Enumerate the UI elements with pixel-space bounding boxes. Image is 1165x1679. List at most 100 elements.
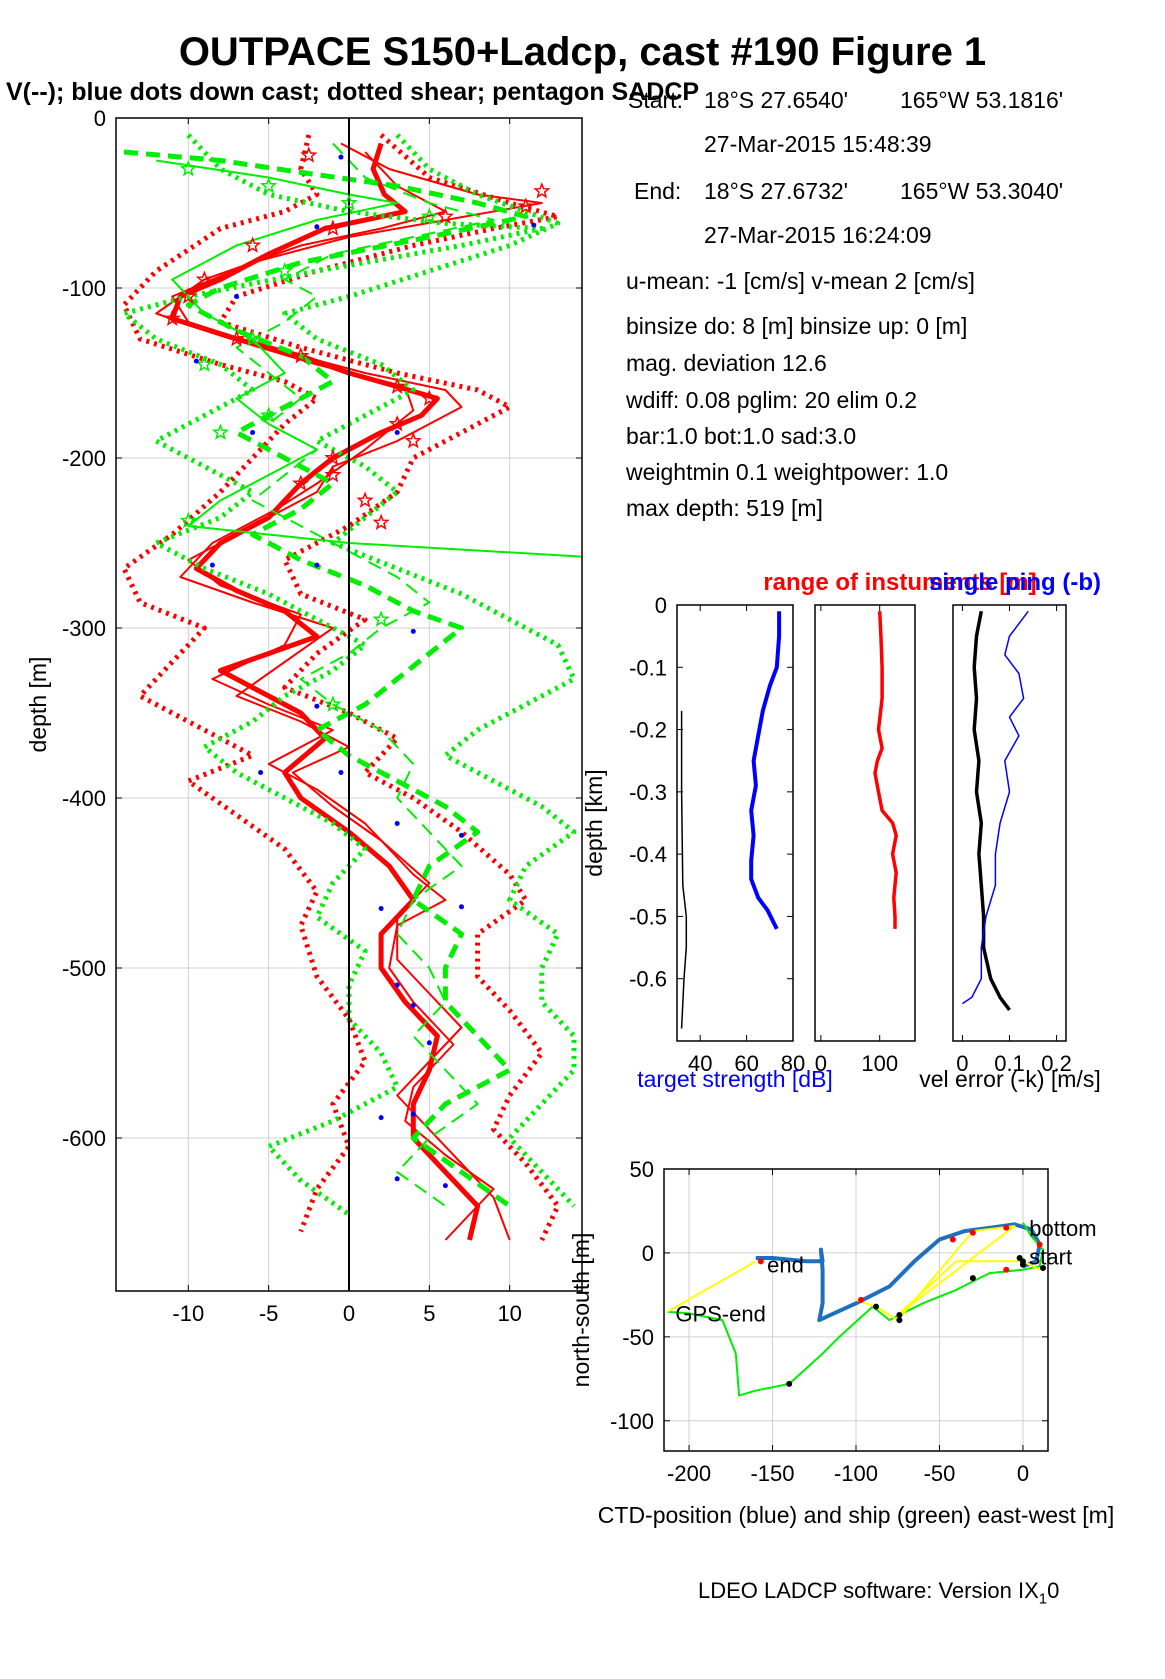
- velocity-profile-series-9: [235, 142, 495, 1207]
- x-tick-label: 0: [815, 1051, 827, 1076]
- sadcp-star-marker: [243, 236, 262, 253]
- track-red-dot: [1003, 1224, 1010, 1231]
- velocity-profile-panel: [115, 117, 583, 1292]
- ship-track-series-0: [755, 1222, 1042, 1323]
- ship-track-panel: [663, 1168, 1049, 1452]
- y-tick-label: -0.6: [629, 967, 667, 992]
- start-lat: 18°S 27.6540': [704, 87, 849, 113]
- ship-track-series-3: [855, 1225, 1041, 1322]
- green-star-marker: [324, 695, 342, 712]
- y-tick-label: -400: [62, 786, 106, 811]
- downcast-dot: [209, 562, 215, 568]
- sadcp-star-marker: [388, 377, 406, 395]
- green-star-marker: [276, 261, 294, 279]
- green-star-marker: [179, 511, 198, 529]
- downcast-dot: [410, 628, 416, 634]
- x-tick-label: 80: [781, 1051, 805, 1076]
- track-red-dot: [949, 1236, 956, 1243]
- y-tick-label: -0.5: [629, 904, 667, 929]
- y-tick-label: -0.1: [629, 655, 667, 680]
- green-star-marker: [259, 406, 278, 423]
- sadcp-star-marker: [420, 389, 439, 406]
- downcast-dot: [314, 224, 320, 230]
- ship-track-series-1: [667, 1222, 1044, 1397]
- ship-track-series-group: [666, 1222, 1046, 1397]
- downcast-dot: [378, 1115, 384, 1121]
- sadcp-star-marker: [436, 207, 455, 225]
- y-tick-label: -600: [62, 1126, 106, 1151]
- velocity-profile-series-8: [156, 159, 582, 558]
- single-ping-panel: [952, 604, 1067, 1042]
- magdev-text: mag. deviation 12.6: [626, 350, 827, 376]
- green-star-marker: [420, 207, 439, 225]
- footer-tail: 0: [1047, 1578, 1060, 1603]
- downcast-dot: [394, 821, 400, 826]
- green-star-marker: [211, 423, 230, 440]
- track-black-dot: [896, 1317, 903, 1324]
- y-axis-label: depth [km]: [581, 769, 607, 876]
- y-tick-label: 50: [630, 1157, 654, 1182]
- y-tick-label: -0.3: [629, 780, 667, 805]
- wdiff-text: wdiff: 0.08 pglim: 20 elim 0.2: [626, 387, 918, 413]
- velocity-profile-series-0: [169, 142, 481, 1241]
- x-tick-label: -200: [667, 1461, 711, 1486]
- end-label: End:: [634, 178, 682, 204]
- target-strength-series-0: [749, 611, 782, 930]
- single-ping-panel-title: single ping (-b): [929, 569, 1101, 596]
- y-tick-label: -0.2: [629, 718, 667, 743]
- track-black-dot: [786, 1380, 793, 1387]
- sadcp-star-marker: [324, 448, 342, 466]
- single-ping-series-1: [961, 610, 1029, 1005]
- sadcp-star-marker: [324, 465, 342, 483]
- y-tick-label: 0: [655, 593, 667, 618]
- x-axis-label: vel error (-k) [m/s]: [919, 1066, 1100, 1092]
- green-star-marker: [195, 355, 214, 372]
- target-strength-frame: [676, 604, 794, 1042]
- green-star-marker: [372, 610, 390, 627]
- x-tick-label: 100: [861, 1051, 898, 1076]
- range-panel-title: range of instuments [m]: [763, 569, 1036, 596]
- range-of-instruments-frame: [814, 604, 916, 1042]
- track-label: end: [767, 1253, 804, 1278]
- downcast-dot: [234, 294, 240, 299]
- sadcp-star-marker: [356, 491, 374, 508]
- sadcp-star-marker: [292, 346, 310, 364]
- track-red-dot: [969, 1229, 976, 1236]
- x-tick-label: 0.1: [994, 1051, 1025, 1076]
- sadcp-star-marker: [195, 270, 214, 287]
- target-strength-series-group: [680, 611, 782, 1029]
- downcast-dot: [458, 832, 464, 838]
- downcast-dot: [394, 982, 400, 988]
- track-black-dot: [896, 1312, 903, 1319]
- track-label: start: [1029, 1244, 1072, 1269]
- x-tick-label: 0: [1017, 1461, 1029, 1486]
- start-time: 27-Mar-2015 15:48:39: [704, 131, 932, 157]
- sadcp-star-marker: [404, 431, 422, 449]
- end-lat: 18°S 27.6732': [704, 178, 849, 204]
- velocity-profile-series-4: [217, 133, 561, 1242]
- y-tick-label: -300: [62, 616, 106, 641]
- x-tick-label: 10: [497, 1301, 521, 1326]
- y-tick-label: -0.4: [629, 842, 667, 867]
- green-star-marker: [340, 193, 358, 211]
- y-tick-label: 0: [94, 106, 106, 131]
- sadcp-star-marker: [300, 146, 318, 163]
- track-black-dot: [1039, 1265, 1046, 1272]
- x-tick-label: 0.2: [1041, 1051, 1072, 1076]
- downcast-dot: [314, 562, 320, 568]
- x-tick-label: 0: [343, 1301, 355, 1326]
- x-tick-label: 5: [423, 1301, 435, 1326]
- y-tick-label: -100: [62, 276, 106, 301]
- y-tick-label: 0: [642, 1241, 654, 1266]
- downcast-dot: [410, 1002, 416, 1008]
- figure-subtitle: V(--); blue dots down cast; dotted shear…: [6, 78, 700, 106]
- means-text: u-mean: -1 [cm/s] v-mean 2 [cm/s]: [626, 268, 975, 294]
- downcast-dot: [338, 154, 344, 160]
- y-tick-label: -200: [62, 446, 106, 471]
- track-black-dot: [1016, 1254, 1023, 1261]
- y-axis-label: depth [m]: [25, 657, 51, 753]
- range-of-instruments-series-0: [873, 611, 898, 929]
- start-label: Start:: [628, 87, 683, 113]
- single-ping-series-0: [972, 610, 1011, 1011]
- velocity-profile-series-group: [121, 118, 582, 1291]
